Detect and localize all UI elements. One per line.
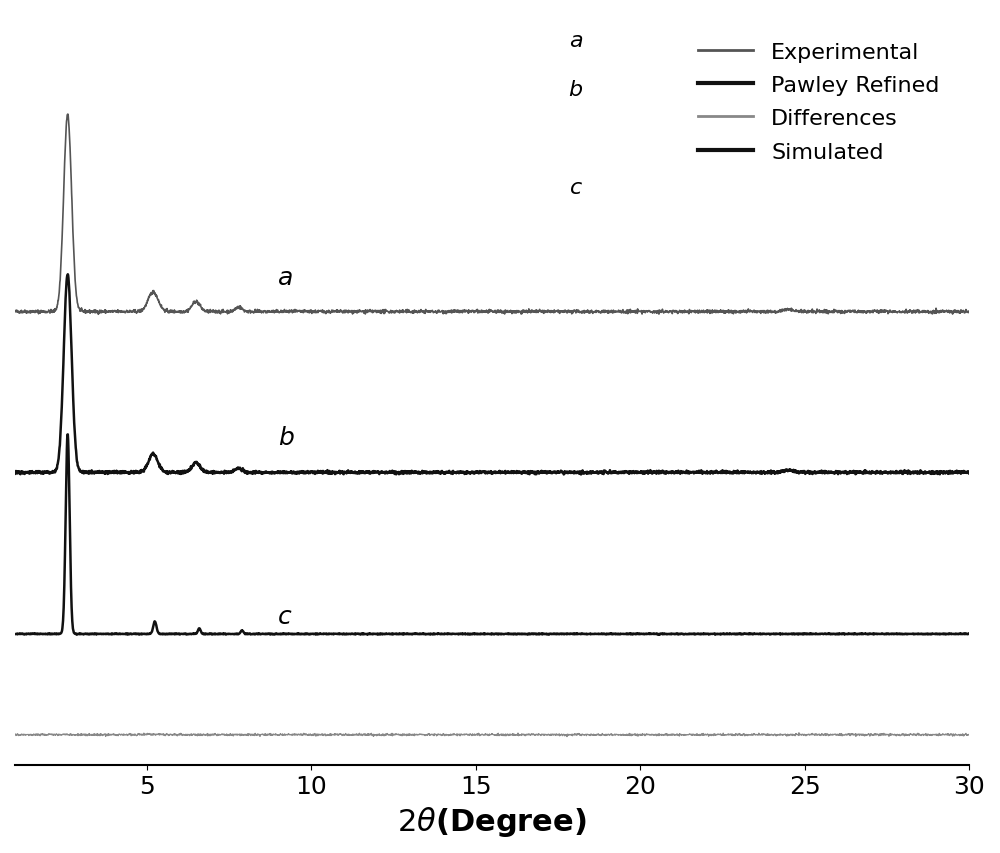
Text: c: c — [570, 177, 583, 197]
Text: a: a — [569, 32, 583, 51]
Text: a: a — [278, 266, 294, 290]
X-axis label: $2\theta$(Degree): $2\theta$(Degree) — [397, 804, 587, 838]
Text: c: c — [278, 604, 292, 628]
Text: b: b — [569, 80, 583, 100]
Legend: Experimental, Pawley Refined, Differences, Simulated: Experimental, Pawley Refined, Difference… — [689, 33, 948, 171]
Text: b: b — [278, 426, 294, 450]
